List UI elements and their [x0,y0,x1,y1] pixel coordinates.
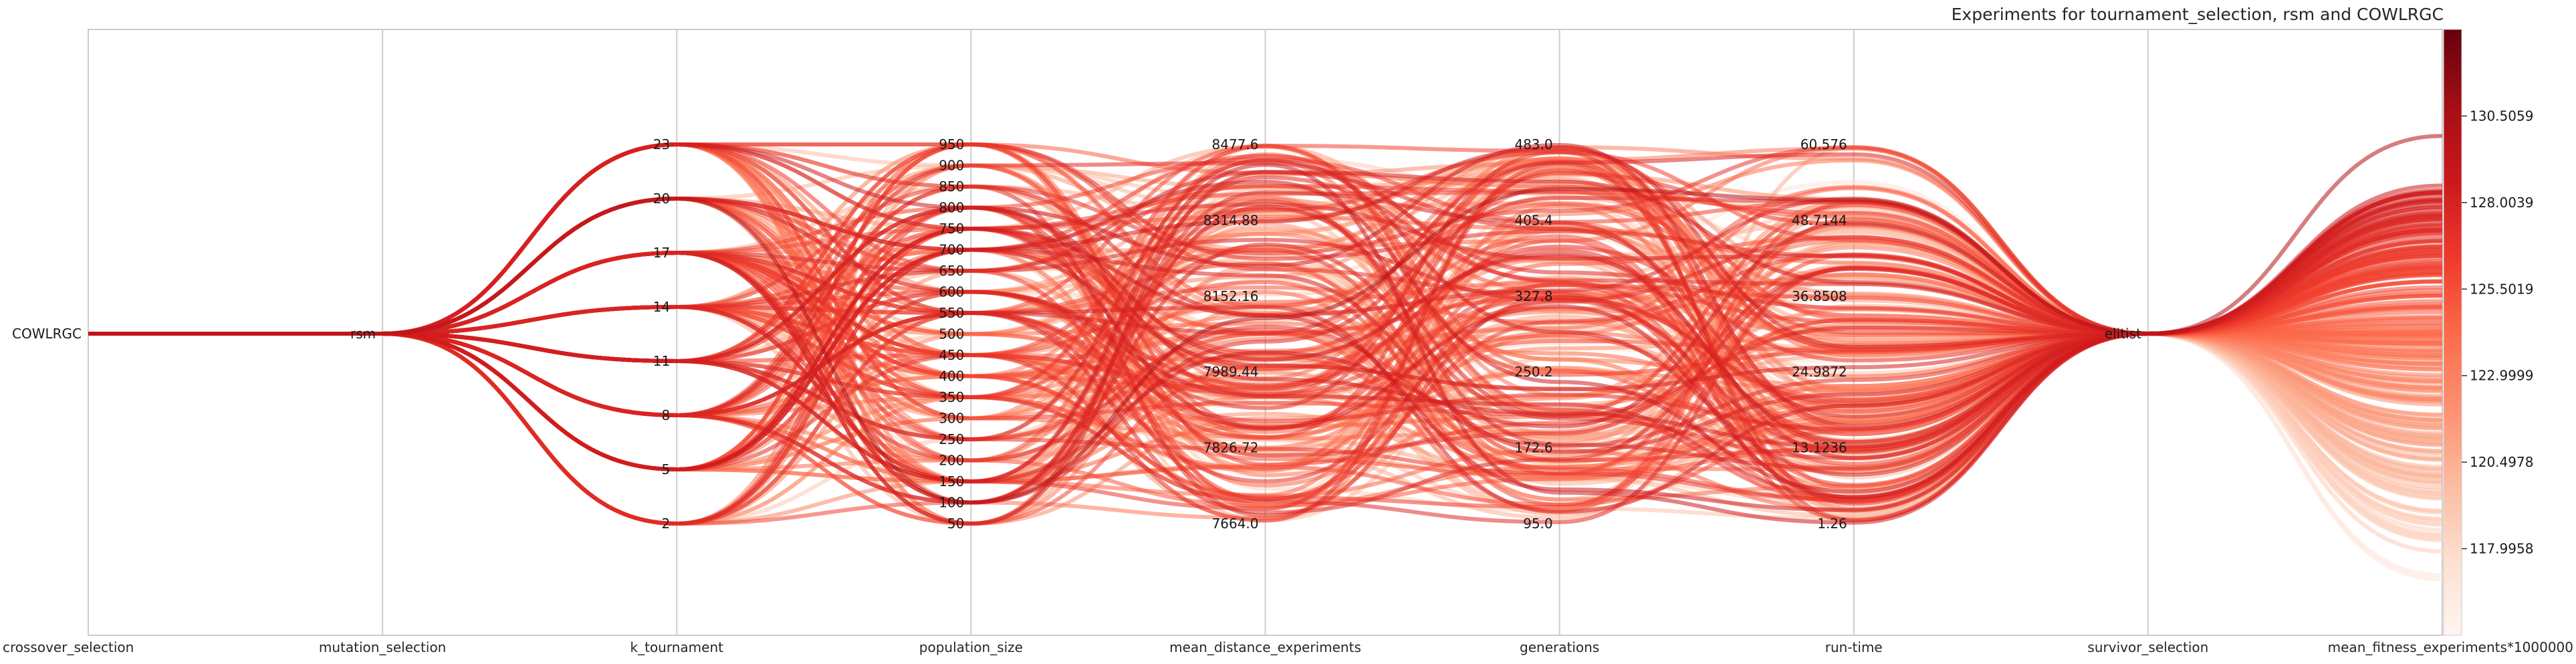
axis-label-mean_distance_experiments: mean_distance_experiments [1169,639,1361,655]
tick-label-population_size: 50 [947,516,964,532]
tick-label-population_size: 450 [939,347,964,363]
tick-label-generations: 95.0 [1523,516,1553,532]
tick-label-generations: 483.0 [1514,136,1552,152]
colorbar-tick-label: 122.9999 [2470,368,2533,384]
tick-label-population_size: 700 [939,242,964,258]
tick-label-population_size: 800 [939,200,964,216]
tick-label-k_tournament: 5 [662,461,671,477]
tick-label-population_size: 250 [939,431,964,447]
experiment-lines [88,134,2443,582]
tick-label-mean_distance_experiments: 8477.6 [1212,136,1259,152]
tick-label-k_tournament: 8 [662,407,671,423]
chart-title: Experiments for tournament_selection, rs… [1952,5,2444,24]
colorbar-tick-label: 120.4978 [2470,454,2533,470]
colorbar-tick-label: 125.5019 [2470,281,2533,297]
axis-label-run-time: run-time [1825,639,1883,655]
experiment-line [88,202,2443,514]
tick-label-population_size: 950 [939,136,964,152]
tick-label-survivor_selection: elitist [2105,326,2141,342]
tick-label-run-time: 24.9872 [1792,364,1847,380]
tick-label-run-time: 36.8508 [1792,288,1847,304]
tick-label-k_tournament: 23 [653,136,670,152]
tick-label-generations: 405.4 [1514,212,1552,228]
tick-label-population_size: 150 [939,473,964,489]
colorbar [2443,29,2462,636]
tick-label-k_tournament: 2 [662,516,671,532]
experiment-line [88,142,2443,445]
axis-label-mutation_selection: mutation_selection [319,639,446,655]
axis-label-crossover_selection: crossover_selection [3,639,134,655]
axis-label-mean_fitness_experiments*1000000: mean_fitness_experiments*1000000 [2328,639,2573,655]
experiment-line [88,162,2443,525]
tick-label-generations: 250.2 [1514,364,1552,380]
tick-label-k_tournament: 17 [653,245,670,261]
experiment-line [88,183,2443,512]
tick-label-mutation_selection: rsm [350,326,376,342]
tick-label-crossover_selection: COWLRGC [12,326,82,342]
tick-label-run-time: 13.1236 [1792,440,1847,456]
tick-label-mean_distance_experiments: 8314.88 [1203,212,1259,228]
tick-label-population_size: 850 [939,179,964,195]
tick-label-mean_distance_experiments: 7989.44 [1203,364,1259,380]
experiment-line [88,205,2443,526]
axis-label-survivor_selection: survivor_selection [2087,639,2208,655]
axis-label-population_size: population_size [919,639,1023,655]
axis-labels: crossover_selection mutation_selection k_t… [3,639,2573,655]
tick-label-mean_distance_experiments: 7826.72 [1203,440,1259,456]
tick-label-mean_distance_experiments: 7664.0 [1212,516,1259,532]
tick-label-population_size: 300 [939,411,964,427]
tick-label-k_tournament: 14 [653,299,670,315]
tick-label-run-time: 60.576 [1800,136,1847,152]
tick-label-population_size: 200 [939,453,964,469]
colorbar-ticks: 117.9958 120.4978 122.9999 125.5019 128.0039… [2462,108,2533,557]
axis-label-generations: generations [1520,639,1599,655]
tick-label-mean_distance_experiments: 8152.16 [1203,288,1259,304]
tick-labels: COWLRGC rsm 2 5 8 11 14 17 20 23 50 100 150 200 250 300… [12,136,2141,532]
tick-label-population_size: 750 [939,221,964,237]
tick-label-k_tournament: 11 [653,353,670,369]
experiment-line [88,170,2443,526]
experiment-line [88,134,2443,505]
colorbar-tick-label: 117.9958 [2470,541,2533,557]
tick-label-run-time: 48.7144 [1792,212,1847,228]
tick-label-run-time: 1.26 [1817,516,1847,532]
tick-label-population_size: 100 [939,495,964,511]
tick-label-population_size: 350 [939,389,964,405]
axis-label-k_tournament: k_tournament [630,639,724,655]
tick-label-population_size: 550 [939,305,964,321]
colorbar-tick-label: 128.0039 [2470,195,2533,211]
tick-label-population_size: 400 [939,368,964,384]
tick-label-generations: 327.8 [1514,288,1552,304]
tick-label-population_size: 650 [939,263,964,279]
tick-label-generations: 172.6 [1514,440,1552,456]
tick-label-population_size: 900 [939,158,964,174]
tick-label-population_size: 500 [939,326,964,342]
tick-label-k_tournament: 20 [653,191,670,207]
colorbar-tick-label: 130.5059 [2470,108,2533,124]
tick-label-population_size: 600 [939,284,964,300]
